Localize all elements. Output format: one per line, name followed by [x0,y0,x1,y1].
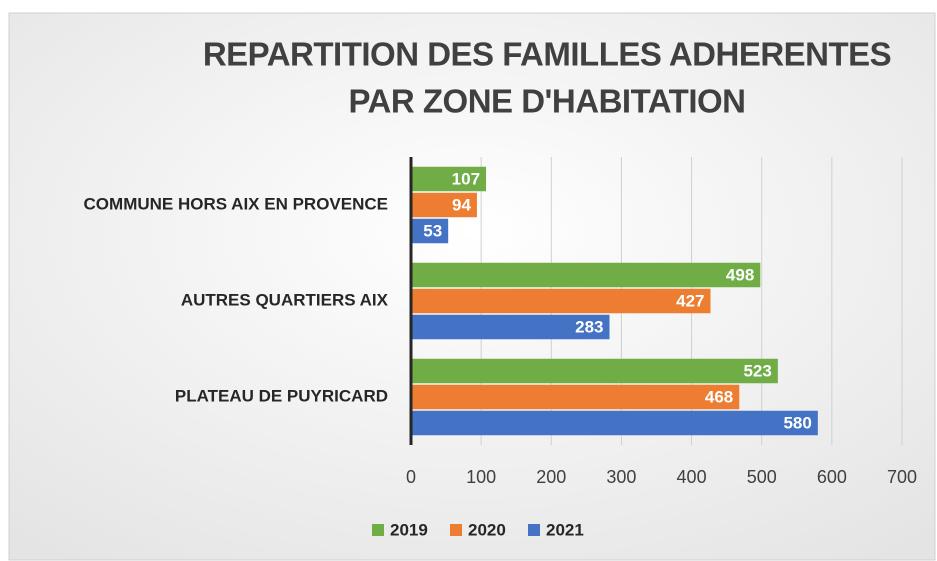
bar [411,218,449,244]
x-tick-label: 300 [606,467,636,487]
legend-label: 2021 [546,520,584,539]
x-tick-label: 100 [466,467,496,487]
bar [411,262,761,288]
x-tick-label: 600 [817,467,847,487]
bar [411,314,610,340]
data-label: 94 [452,195,471,214]
x-tick-label: 700 [887,467,917,487]
y-tick-label: COMMUNE HORS AIX EN PROVENCE [84,194,388,213]
data-label: 283 [575,317,603,336]
bar [411,288,711,314]
data-label: 498 [726,265,754,284]
x-tick-label: 200 [536,467,566,487]
x-tick-label: 500 [747,467,777,487]
bar [411,410,818,436]
data-label: 523 [743,361,771,380]
legend-label: 2019 [390,520,428,539]
legend-swatch [372,524,384,536]
data-label: 107 [452,169,480,188]
legend-label: 2020 [468,520,506,539]
bar [411,166,487,192]
bar [411,384,740,410]
data-label: 53 [423,221,442,240]
data-label: 580 [783,413,811,432]
legend-swatch [528,524,540,536]
legend-swatch [450,524,462,536]
data-label: 468 [705,387,733,406]
y-tick-label: AUTRES QUARTIERS AIX [181,290,389,309]
x-tick-label: 0 [406,467,416,487]
bar [411,192,477,218]
y-tick-label: PLATEAU DE PUYRICARD [175,386,388,405]
chart-title: REPARTITION DES FAMILLES ADHERENTES [203,36,891,73]
data-label: 427 [676,291,704,310]
chart-title: PAR ZONE D'HABITATION [349,83,746,120]
x-tick-label: 400 [677,467,707,487]
bar [411,358,778,384]
